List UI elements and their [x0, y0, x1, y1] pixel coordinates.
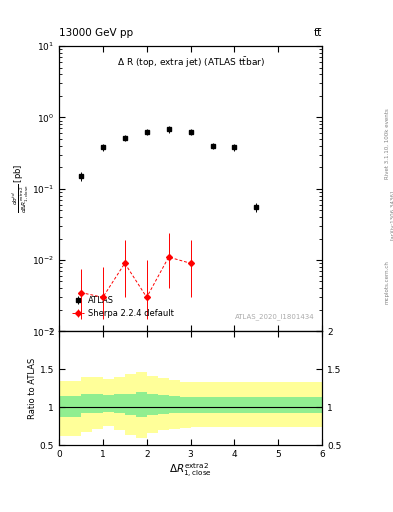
Text: ATLAS_2020_I1801434: ATLAS_2020_I1801434 — [235, 313, 314, 320]
Text: [arXiv:1306.3436]: [arXiv:1306.3436] — [389, 190, 393, 240]
X-axis label: $\Delta R_{1,\mathrm{close}}^{\mathrm{extra2}}$: $\Delta R_{1,\mathrm{close}}^{\mathrm{ex… — [169, 462, 212, 480]
Text: Rivet 3.1.10, 100k events: Rivet 3.1.10, 100k events — [385, 108, 389, 179]
Y-axis label: Ratio to ATLAS: Ratio to ATLAS — [28, 358, 37, 419]
Text: $\Delta$ R (top, extra jet) (ATLAS t$\bar{\mathrm{t}}$bar): $\Delta$ R (top, extra jet) (ATLAS t$\ba… — [117, 55, 264, 70]
Text: 13000 GeV pp: 13000 GeV pp — [59, 28, 133, 38]
Text: tt̅: tt̅ — [314, 28, 322, 38]
Legend: ATLAS, Sherpa 2.2.4 default: ATLAS, Sherpa 2.2.4 default — [68, 293, 177, 322]
Y-axis label: $\frac{d\sigma^{td}}{d\Delta R_{1,\mathrm{close}}^{\mathrm{extra2}}}$ [pb]: $\frac{d\sigma^{td}}{d\Delta R_{1,\mathr… — [11, 164, 30, 214]
Text: mcplots.cern.ch: mcplots.cern.ch — [385, 260, 389, 304]
